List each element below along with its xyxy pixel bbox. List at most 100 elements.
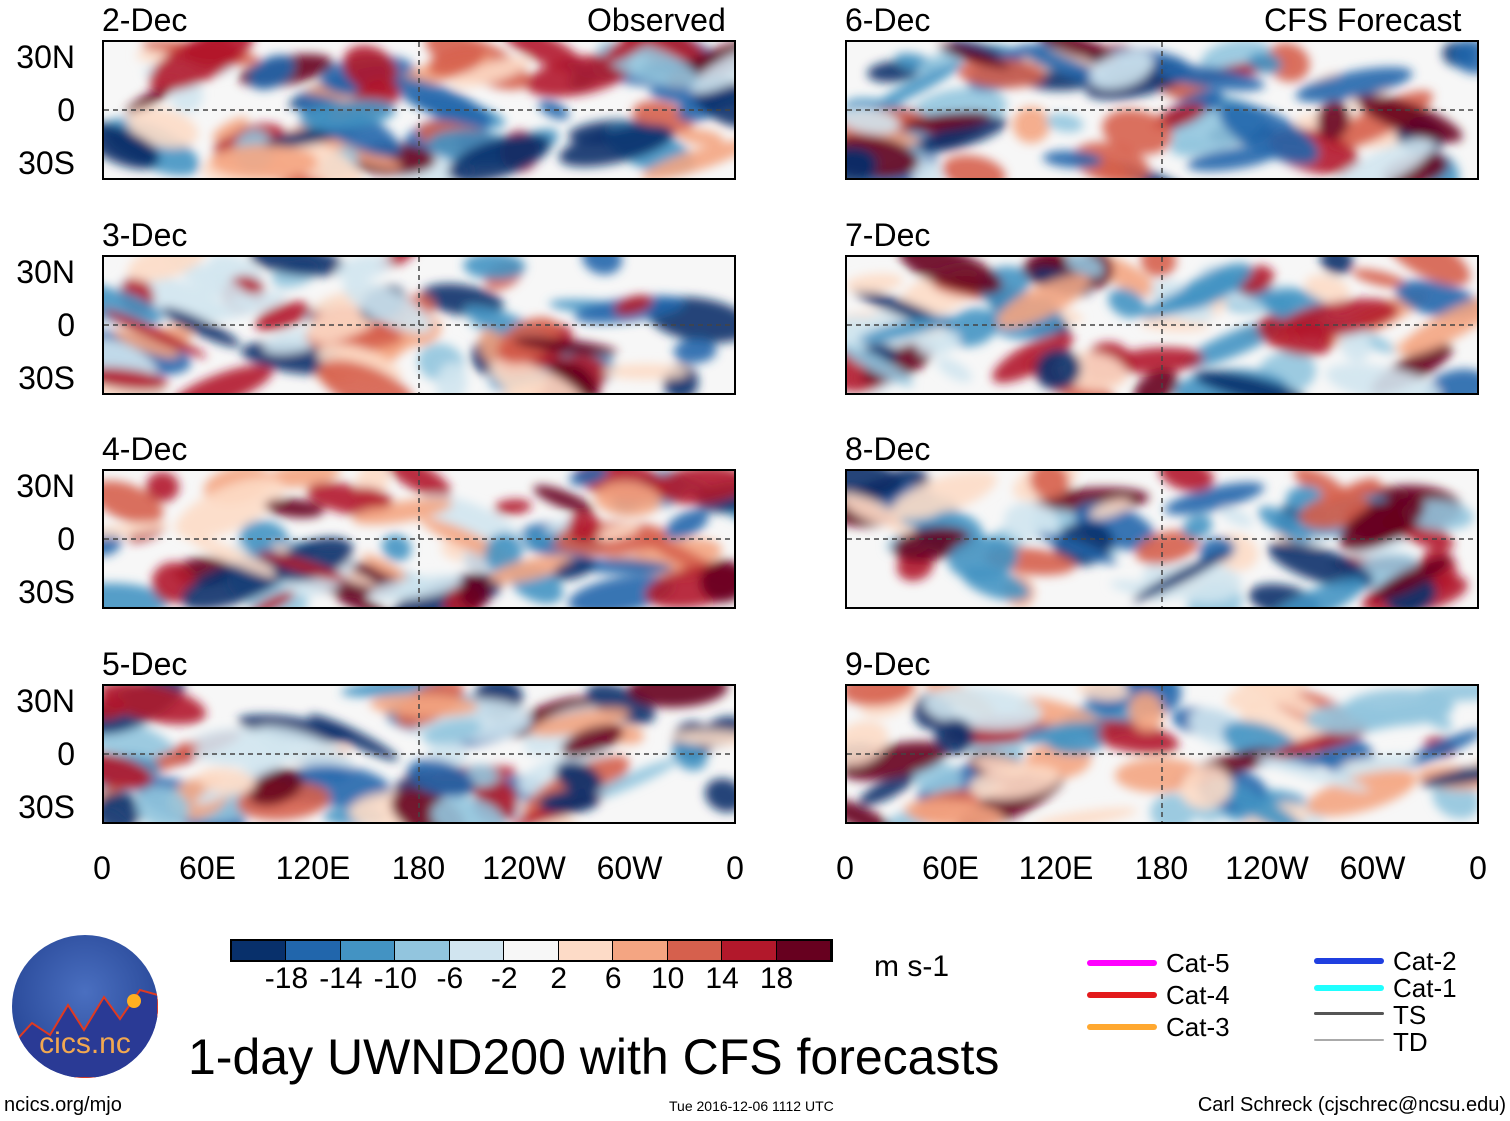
lat-label: 0: [57, 736, 75, 772]
wind-anomaly-blob: [104, 792, 142, 822]
wind-anomaly-blob: [342, 279, 433, 334]
wind-anomaly-blob: [996, 274, 1090, 329]
wind-anomaly-blob: [582, 257, 623, 275]
colorbar-label: 14: [705, 962, 739, 995]
map-panel-observed-2: [102, 469, 736, 609]
wind-anomaly-blob: [1333, 753, 1417, 780]
wind-anomaly-blob: [353, 487, 393, 508]
wind-anomaly-blob: [847, 493, 902, 527]
wind-anomaly-blob: [257, 550, 347, 582]
panel-date: 8-Dec: [845, 431, 931, 467]
wind-anomaly-blob: [581, 758, 680, 803]
panel-date: 4-Dec: [102, 431, 188, 467]
wind-anomaly-blob: [312, 291, 358, 312]
wind-anomaly-blob: [847, 471, 904, 502]
wind-anomaly-blob: [352, 498, 453, 525]
wind-anomaly-blob: [435, 362, 468, 393]
wind-anomaly-blob: [904, 799, 1004, 822]
wind-anomaly-blob: [969, 765, 1061, 799]
wind-anomaly-blob: [847, 344, 914, 386]
wind-anomaly-blob: [664, 509, 709, 540]
wind-anomaly-blob: [465, 764, 499, 787]
wind-anomaly-blob: [148, 42, 254, 92]
wind-anomaly-blob: [200, 290, 287, 322]
wind-anomaly-blob: [672, 741, 707, 771]
cics-logo: cics.nc: [12, 935, 158, 1078]
wind-anomaly-blob: [567, 511, 601, 543]
lat-label: 30N: [16, 683, 75, 719]
wind-anomaly-blob: [381, 534, 412, 562]
lat-label: 0: [57, 92, 75, 128]
wind-anomaly-blob: [1003, 501, 1059, 543]
wind-anomaly-blob: [526, 54, 632, 98]
wind-anomaly-blob: [249, 257, 345, 277]
wind-anomaly-blob: [1258, 506, 1312, 542]
wind-anomaly-blob: [104, 129, 160, 164]
wind-anomaly-blob: [189, 728, 289, 767]
wind-anomaly-blob: [912, 760, 963, 796]
lat-label: 30S: [18, 574, 75, 610]
wind-anomaly-blob: [1089, 50, 1154, 89]
wind-anomaly-blob: [1109, 347, 1204, 374]
wind-anomaly-blob: [1352, 269, 1408, 288]
wind-anomaly-blob: [1326, 137, 1435, 178]
lat-label: 30S: [18, 360, 75, 396]
wind-anomaly-blob: [857, 315, 955, 344]
wind-anomaly-blob: [603, 42, 649, 63]
wind-anomaly-blob: [1226, 686, 1311, 711]
wind-anomaly-blob: [169, 365, 273, 393]
footer-url[interactable]: ncics.org/mjo: [4, 1094, 122, 1116]
wind-anomaly-blob: [992, 332, 1074, 383]
wind-anomaly-blob: [1159, 471, 1214, 492]
wind-anomaly-blob: [369, 575, 463, 601]
colorbar-swatch: [667, 941, 723, 960]
wind-anomaly-blob: [1261, 577, 1367, 607]
colorbar-label: -18: [264, 962, 309, 995]
wind-anomaly-blob: [1128, 691, 1164, 732]
wind-anomaly-blob: [494, 499, 532, 515]
colorbar-swatch: [286, 941, 341, 960]
wind-anomaly-blob: [104, 367, 169, 390]
wind-anomaly-blob: [558, 124, 674, 167]
wind-anomaly-blob: [1295, 67, 1413, 103]
colorbar-label: 2: [550, 962, 568, 995]
map-panel-forecast-2: [845, 469, 1479, 609]
wind-anomaly-blob: [1400, 729, 1477, 768]
wind-anomaly-blob: [1089, 499, 1131, 519]
wind-anomaly-blob: [602, 363, 689, 380]
wind-anomaly-blob: [1451, 42, 1477, 74]
lon-label: 0: [93, 850, 111, 886]
map-panel-forecast-1: [845, 255, 1479, 395]
wind-anomaly-blob: [1187, 146, 1278, 172]
wind-anomaly-blob: [1032, 807, 1138, 822]
wind-anomaly-blob: [104, 480, 164, 525]
wind-anomaly-blob: [552, 557, 597, 580]
wind-anomaly-blob: [1193, 370, 1307, 393]
wind-anomaly-blob: [248, 768, 304, 806]
colorbar-swatch: [613, 941, 668, 960]
wind-anomaly-blob: [568, 575, 674, 607]
wind-anomaly-blob: [1155, 64, 1265, 92]
wind-anomaly-blob: [957, 58, 1046, 89]
wind-anomaly-blob: [538, 789, 600, 814]
wind-anomaly-blob: [427, 45, 485, 77]
wind-anomaly-blob: [653, 471, 734, 505]
wind-anomaly-blob: [1042, 150, 1103, 168]
wind-anomaly-blob: [1102, 109, 1173, 155]
wind-anomaly-blob: [891, 471, 997, 520]
lat-label: 30S: [18, 789, 75, 825]
panel-date: 6-Dec: [845, 2, 931, 38]
wind-anomaly-blob: [1325, 363, 1442, 393]
wind-anomaly-blob: [127, 107, 199, 148]
panel-date: 5-Dec: [102, 646, 188, 682]
wind-anomaly-blob: [690, 46, 734, 94]
colorbar-swatch: [395, 941, 450, 960]
wind-anomaly-blob: [422, 719, 482, 745]
wind-anomaly-blob: [341, 686, 451, 698]
wind-anomaly-blob: [104, 309, 207, 358]
track-legend-label: Cat-4: [1166, 980, 1230, 1010]
wind-anomaly-blob: [941, 155, 1006, 178]
track-legend-label: Cat-1: [1393, 973, 1457, 1003]
track-legend-line: [1314, 985, 1384, 991]
panel-date: 7-Dec: [845, 217, 931, 253]
